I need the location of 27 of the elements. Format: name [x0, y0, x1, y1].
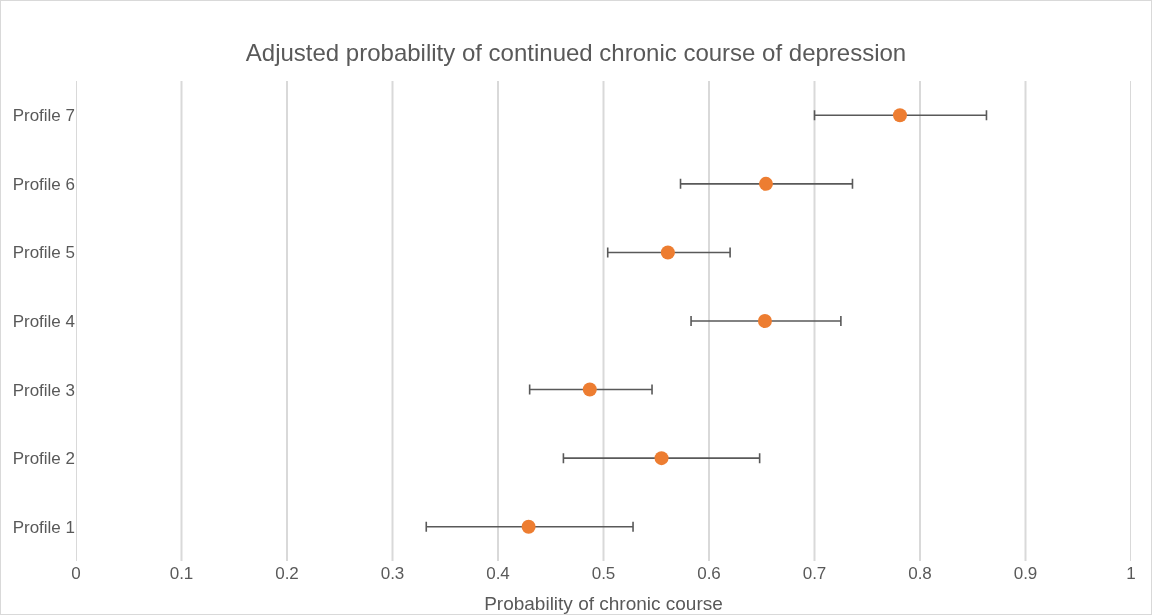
point	[521, 519, 536, 534]
x-tick-label: 0.7	[802, 564, 827, 583]
x-tick-label: 0.9	[1013, 564, 1038, 583]
point	[660, 245, 675, 260]
y-tick-label: Profile 5	[12, 243, 75, 263]
x-tick-label: 0.5	[591, 564, 616, 583]
chart-title: Adjusted probability of continued chronic course of depression	[245, 38, 907, 66]
y-tick-label: Profile 6	[12, 174, 75, 194]
y-tick-label: Profile 4	[12, 311, 75, 331]
point	[582, 382, 597, 397]
point	[758, 176, 773, 191]
x-tick-label: 0	[71, 564, 81, 583]
x-tick-label: 0.1	[169, 564, 194, 583]
y-tick-label: Profile 3	[12, 380, 75, 400]
x-tick-label: 0.4	[486, 564, 510, 583]
point	[757, 314, 772, 328]
x-tick-label: 0.2	[275, 564, 299, 583]
point	[892, 108, 907, 123]
y-tick-label: Profile 1	[12, 517, 75, 537]
y-tick-label: Profile 2	[12, 449, 75, 469]
x-tick-label: 1	[1126, 564, 1136, 583]
y-tick-label: Profile 7	[12, 106, 75, 126]
x-axis-title: Probability of chronic course	[484, 593, 723, 614]
x-tick-label: 0.6	[697, 564, 721, 583]
x-tick-label: 0.8	[908, 564, 932, 583]
x-tick-label: 0.3	[380, 564, 405, 583]
point	[654, 451, 669, 466]
